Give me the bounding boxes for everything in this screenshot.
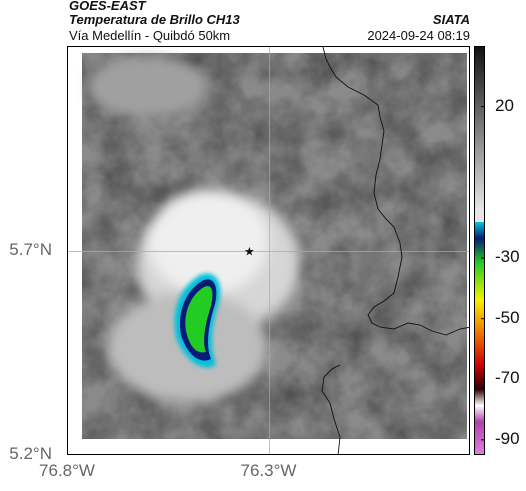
colorbar-tick-label: -30 <box>495 247 520 267</box>
lat-tick-label: 5.7°N <box>9 239 52 259</box>
satellite-title: GOES-EAST <box>69 0 146 13</box>
department-border-south <box>321 364 341 454</box>
star-icon: ★ <box>244 245 255 259</box>
colorbar <box>474 46 485 455</box>
lat-tick-label: 5.2°N <box>9 444 52 463</box>
organization-label: SIATA <box>432 12 470 27</box>
department-border <box>322 47 469 336</box>
timestamp-label: 2024-09-24 08:19 <box>367 28 470 43</box>
convective-core <box>174 273 221 368</box>
route-subtitle: Vía Medellín - Quibdó 50km <box>69 28 231 43</box>
product-title: Temperatura de Brillo CH13 <box>69 12 240 27</box>
lon-tick-label: 76.8°W <box>39 461 95 480</box>
colorbar-tick-label: -90 <box>495 428 520 448</box>
map-canvas: ★ <box>68 47 469 454</box>
lon-tick-label: 76.3°W <box>240 461 297 480</box>
colorbar-tick-label: -50 <box>495 307 520 327</box>
colorbar-gradient <box>474 46 485 455</box>
colorbar-tick-label: -70 <box>495 368 520 388</box>
satellite-map: ★ <box>67 46 470 455</box>
colorbar-tick-label: 20 <box>495 95 514 115</box>
